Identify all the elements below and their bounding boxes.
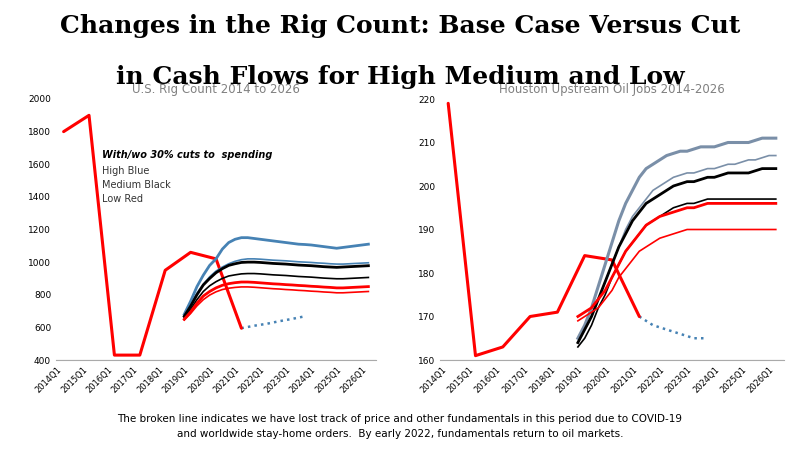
Text: Medium Black: Medium Black [102,180,170,190]
Text: Low Red: Low Red [102,194,142,204]
Text: in Cash Flows for High Medium and Low: in Cash Flows for High Medium and Low [116,65,684,89]
Title: Houston Upstream Oil Jobs 2014-2026: Houston Upstream Oil Jobs 2014-2026 [499,83,725,96]
Text: Changes in the Rig Count: Base Case Versus Cut: Changes in the Rig Count: Base Case Vers… [60,14,740,37]
Title: U.S. Rig Count 2014 to 2026: U.S. Rig Count 2014 to 2026 [132,83,300,96]
Text: With/wo 30% cuts to  spending: With/wo 30% cuts to spending [102,150,272,160]
Text: The broken line indicates we have lost track of price and other fundamentals in : The broken line indicates we have lost t… [118,414,682,439]
Text: High Blue: High Blue [102,166,149,176]
